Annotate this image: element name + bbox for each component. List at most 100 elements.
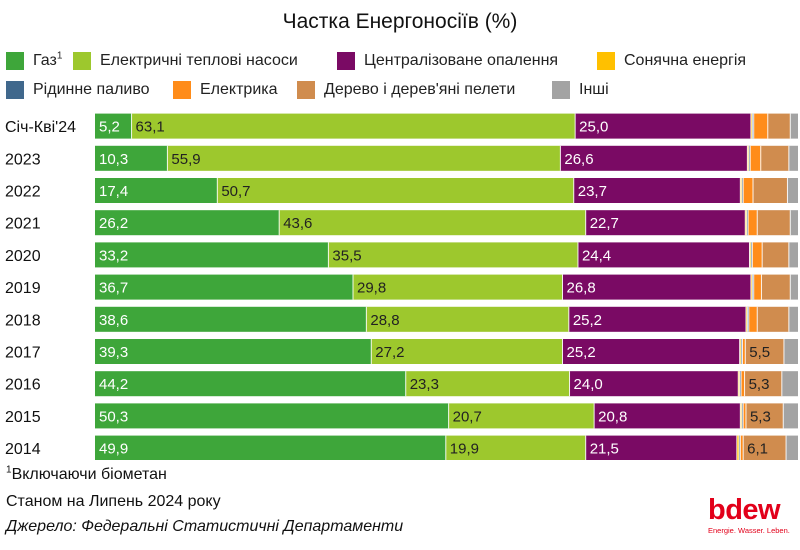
segment-separator [786, 178, 788, 203]
bar-segment [353, 274, 563, 300]
segment-separator [741, 339, 743, 364]
legend-footnote-marker: 1 [56, 50, 63, 62]
bar-segment [750, 113, 753, 139]
bar-segment [562, 274, 751, 300]
legend-swatch [173, 81, 191, 99]
segment-separator [739, 178, 741, 203]
legend-item-0: Газ1 [6, 50, 63, 70]
legend-swatch [552, 81, 570, 99]
segment-separator [742, 403, 744, 429]
bar-segment [741, 403, 744, 429]
bar-segment [783, 339, 798, 364]
category-label: 2014 [5, 441, 41, 458]
legend-label: Електрика [200, 81, 278, 98]
data-label: 5,3 [750, 408, 771, 425]
bar-segment [573, 178, 741, 203]
data-label: 21,5 [590, 441, 619, 458]
segment-separator [788, 242, 790, 268]
legend-label: Дерево і дерев'яні пелети [324, 81, 516, 98]
legend-label: Інші [579, 81, 609, 98]
segment-separator [559, 145, 561, 171]
segment-separator [365, 306, 367, 332]
bar-segment [744, 371, 782, 397]
data-label: 22,7 [590, 215, 619, 232]
bar-segment [740, 403, 742, 429]
footnote-text: Включаючи біометан [11, 466, 167, 483]
segment-separator [756, 210, 758, 236]
data-label: 17,4 [99, 183, 128, 200]
segment-separator [744, 339, 746, 364]
bar-segment [745, 339, 784, 364]
logo-tagline: Energie. Wasser. Leben. [708, 526, 790, 535]
data-label: 63,1 [136, 119, 165, 136]
bar-segment [328, 242, 578, 268]
bar-segment [781, 371, 798, 397]
segment-separator [750, 113, 752, 139]
bar-segment [783, 403, 798, 429]
legend-swatch [73, 52, 91, 70]
legend-swatch [6, 52, 24, 70]
data-label: 50,7 [221, 183, 250, 200]
segment-separator [789, 113, 791, 139]
bar-segment [753, 178, 788, 203]
bar-segment [739, 371, 742, 397]
legend-item-4: Рідинне паливо [6, 81, 150, 99]
segment-separator [739, 403, 741, 429]
bar-segment [95, 210, 280, 236]
segment-separator [166, 145, 168, 171]
bar-segment [131, 113, 576, 139]
data-label: 25,2 [573, 312, 602, 329]
bar-segment [788, 306, 798, 332]
segment-separator [783, 339, 785, 364]
segment-separator [741, 178, 743, 203]
category-label: 2020 [5, 248, 41, 265]
category-label: 2022 [5, 184, 41, 201]
data-label: 26,6 [564, 151, 593, 168]
footnote: 1Включаючи біометан [6, 464, 167, 484]
data-label: 5,3 [749, 376, 770, 393]
bar-segment [741, 339, 743, 364]
bar-segment [787, 178, 798, 203]
segment-separator [750, 242, 752, 268]
data-label: 38,6 [99, 312, 128, 329]
segment-separator [756, 306, 758, 332]
bar-segment [95, 145, 168, 171]
bar-segment [95, 113, 132, 139]
bar-segment [95, 371, 406, 397]
bar-segment [568, 306, 746, 332]
segment-separator [278, 210, 280, 236]
segment-separator [739, 435, 741, 460]
bar-segment [167, 145, 561, 171]
segment-separator [745, 306, 747, 332]
bar-segment [790, 274, 798, 300]
bar-segment [761, 274, 791, 300]
data-label: 23,3 [410, 376, 439, 393]
segment-separator [788, 306, 790, 332]
legend-item-2: Централізоване опалення [337, 52, 558, 70]
segment-separator [753, 274, 755, 300]
bar-segment [753, 274, 762, 300]
legend-swatch [297, 81, 315, 99]
bar-segment [736, 435, 739, 460]
legend-swatch [597, 52, 615, 70]
segment-separator [767, 113, 769, 139]
legend-swatch [337, 52, 355, 70]
bar-segment [445, 435, 586, 460]
segment-separator [744, 371, 746, 397]
chart-legend: Газ1 Електричні теплові насоси Централізов… [0, 0, 800, 110]
bar-segment [585, 210, 746, 236]
bar-segment [740, 435, 744, 460]
data-label: 39,3 [99, 344, 128, 361]
segment-separator [327, 242, 329, 268]
footnote-marker: 1 [6, 464, 12, 476]
bar-segment [739, 339, 742, 364]
bar-segment [752, 113, 754, 139]
legend-label: Електричні теплові насоси [100, 52, 298, 69]
category-label: 2015 [5, 409, 41, 426]
segment-separator [785, 435, 787, 460]
segment-separator [750, 274, 752, 300]
segment-separator [751, 242, 753, 268]
data-label: 35,5 [332, 247, 361, 264]
bar-segment [738, 371, 740, 397]
bar-segment [745, 210, 747, 236]
